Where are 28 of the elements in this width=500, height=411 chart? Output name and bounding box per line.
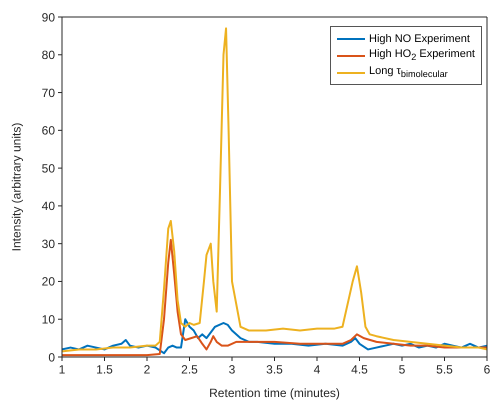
y-tick-label: 30 (42, 236, 56, 251)
y-tick-label: 80 (42, 48, 56, 62)
y-tick-label: 20 (42, 274, 56, 289)
legend-label: Long τ$_{bimolecular}$ (369, 65, 448, 80)
x-tick-label: 4.5 (351, 362, 368, 377)
y-axis-title: Intensity (arbitrary units) (9, 122, 24, 252)
legend-label: High NO Experiment (369, 32, 470, 44)
y-tick-label: 50 (42, 161, 56, 176)
y-tick-label: 60 (42, 124, 56, 138)
x-tick-label: 2 (144, 362, 151, 377)
line-series (62, 27, 487, 352)
x-axis-title: Retention time (minutes) (209, 386, 340, 400)
x-tick-label: 1 (58, 362, 66, 377)
y-tick-label: 90 (42, 10, 56, 24)
y-tick-label: 70 (42, 86, 56, 100)
y-tick-label: 40 (42, 199, 56, 214)
y-tick-label: 0 (48, 350, 56, 364)
y-tick-label: 10 (42, 312, 56, 326)
x-tick-label: 6 (484, 362, 491, 377)
x-tick-label: 5.5 (436, 362, 454, 377)
x-tick-label: 3 (228, 362, 236, 377)
x-tick-label: 5 (398, 362, 406, 377)
x-tick-label: 3.5 (266, 362, 284, 377)
x-tick-label: 1.5 (96, 362, 114, 377)
x-tick-label: 2.5 (181, 362, 198, 377)
x-tick-label: 4 (314, 362, 321, 377)
legend-label: High HO$_{2}$ Experiment (369, 48, 475, 63)
line-series (62, 318, 487, 354)
